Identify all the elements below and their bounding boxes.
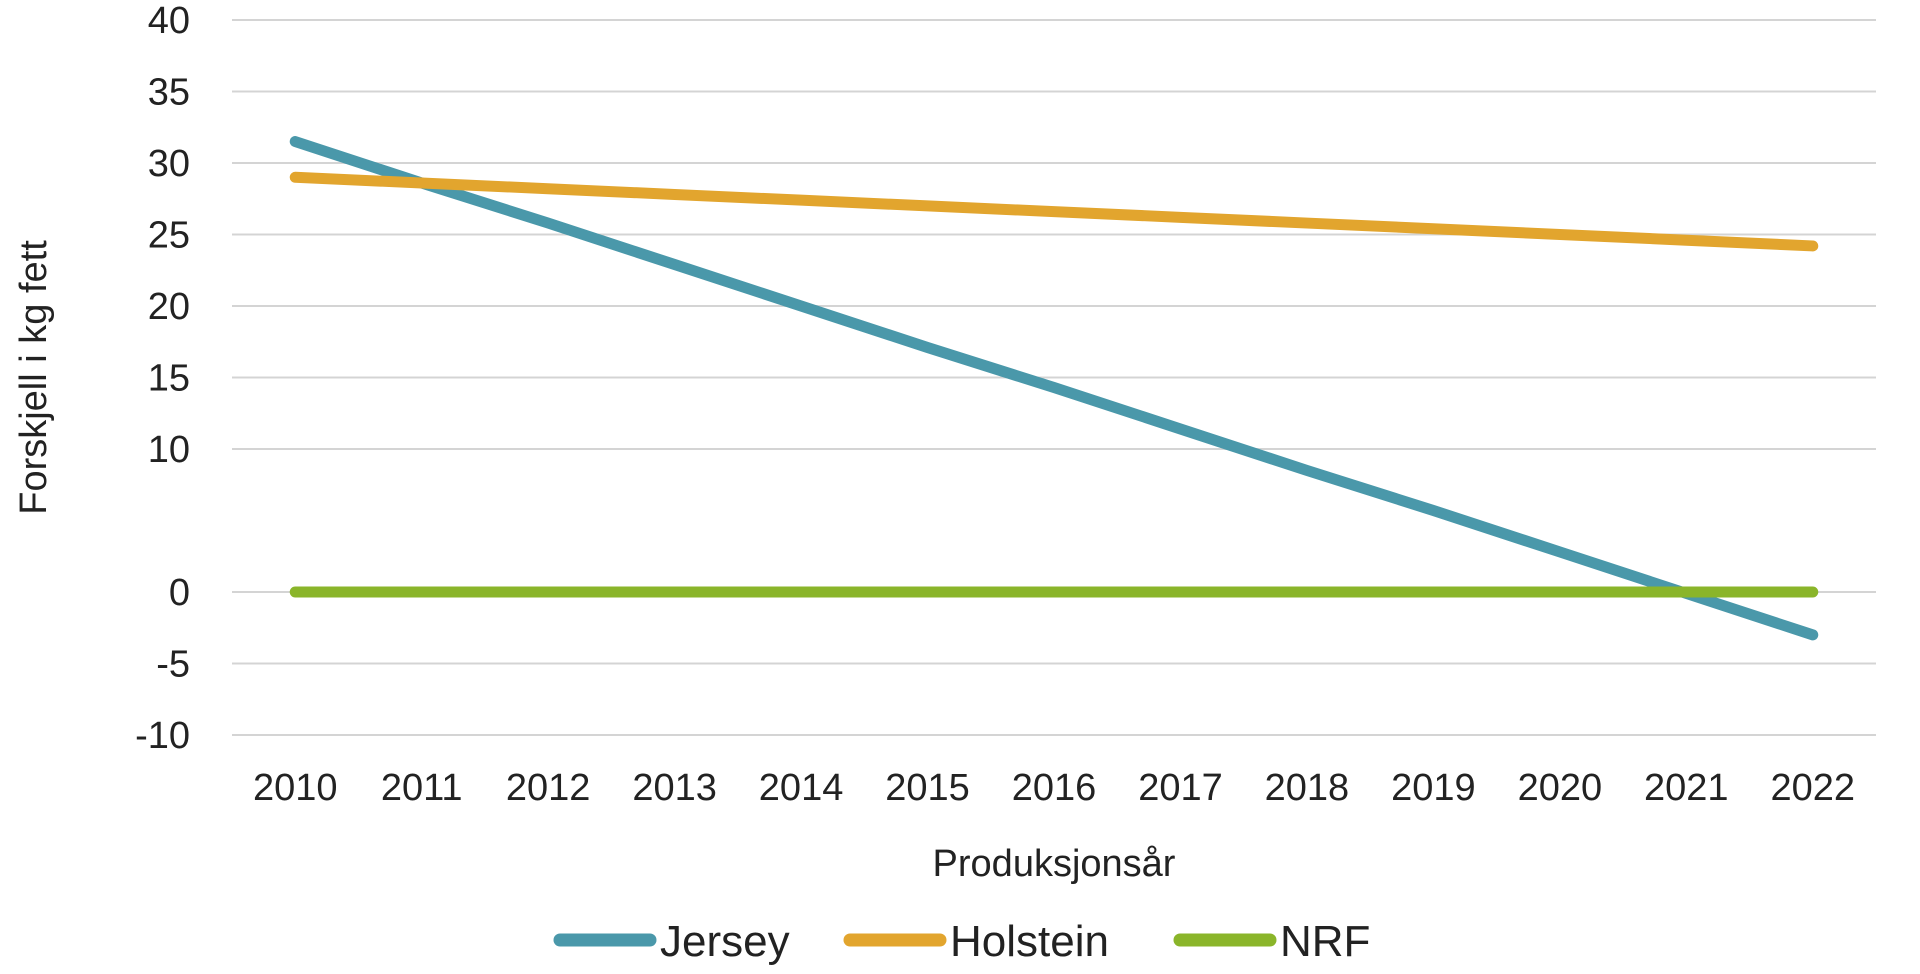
x-tick-label: 2015 (885, 767, 970, 809)
x-tick-label: 2010 (253, 767, 338, 809)
series-line-holstein (289, 171, 1819, 252)
y-tick-label: 15 (148, 358, 190, 400)
x-tick-label: 2016 (1012, 767, 1097, 809)
x-tick-label: 2012 (506, 767, 591, 809)
x-tick-label: 2019 (1391, 767, 1476, 809)
y-tick-label: 35 (148, 72, 190, 114)
y-tick-label: 40 (148, 0, 190, 42)
x-tick-label: 2014 (759, 767, 844, 809)
x-tick-label: 2011 (381, 767, 463, 809)
x-tick-label: 2013 (632, 767, 717, 809)
x-axis-title: Produksjonsår (933, 843, 1176, 885)
y-tick-label: -5 (156, 644, 190, 686)
legend-label-jersey: Jersey (660, 917, 790, 966)
x-tick-label: 2018 (1265, 767, 1350, 809)
y-axis-ticks: 40 35 30 25 20 15 10 0 -5 -10 (135, 0, 190, 757)
y-tick-label: 10 (148, 429, 190, 471)
y-tick-label: 0 (169, 572, 190, 614)
x-tick-label: 2021 (1644, 767, 1729, 809)
y-tick-label: 30 (148, 143, 190, 185)
x-tick-label: 2022 (1770, 767, 1855, 809)
x-axis-ticks: 2010 2011 2012 2013 2014 2015 2016 2017 2018 2019… (253, 767, 1855, 809)
x-tick-label: 2017 (1138, 767, 1223, 809)
x-tick-label: 2020 (1518, 767, 1603, 809)
y-axis-title: Forskjell i kg fett (13, 240, 55, 515)
y-tick-label: 25 (148, 215, 190, 257)
legend-label-holstein: Holstein (950, 917, 1109, 966)
series-line-jersey (289, 136, 1819, 641)
legend-label-nrf: NRF (1280, 917, 1370, 966)
y-tick-label: 20 (148, 286, 190, 328)
series-lines (289, 136, 1819, 641)
legend: Jersey Holstein NRF (553, 917, 1370, 966)
y-tick-label: -10 (135, 715, 190, 757)
grid-lines (232, 19, 1876, 736)
